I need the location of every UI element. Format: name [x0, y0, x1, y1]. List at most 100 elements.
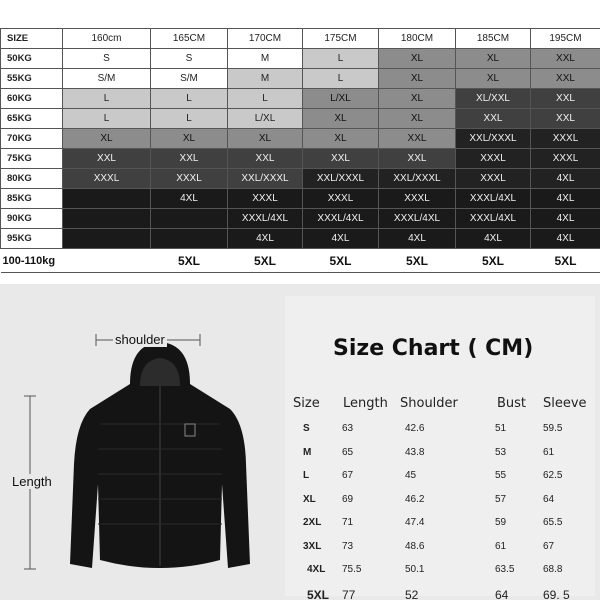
- weight-label: 50KG: [1, 49, 63, 69]
- size-label: L: [303, 470, 309, 481]
- measurement-value: 48.6: [405, 541, 424, 552]
- size-label: 3XL: [303, 541, 321, 552]
- size-cell: [63, 209, 151, 229]
- size-chart-title: Size Chart ( CM): [333, 336, 533, 361]
- size-cell: XXL: [151, 149, 228, 169]
- measurement-value: 73: [342, 541, 353, 552]
- size-cell: [63, 229, 151, 249]
- size-label: 5XL: [307, 588, 329, 602]
- size-cell: 5XL: [379, 249, 456, 273]
- weight-label: 65KG: [1, 109, 63, 129]
- height-header: 170CM: [228, 29, 303, 49]
- size-cell: XXL: [531, 49, 600, 69]
- size-cell: 4XL: [531, 229, 600, 249]
- size-cell: L: [303, 69, 379, 89]
- measurement-value: 61: [495, 541, 506, 552]
- size-cell: XL: [379, 109, 456, 129]
- weight-label: 100-110kg: [1, 249, 63, 273]
- height-header: 195CM: [531, 29, 600, 49]
- shoulder-label: shoulder: [113, 332, 167, 347]
- size-cell: L: [151, 89, 228, 109]
- size-cell: XXXL: [379, 189, 456, 209]
- size-cell: 4XL: [531, 169, 600, 189]
- size-cell: [151, 229, 228, 249]
- measurement-value: 61: [543, 447, 554, 458]
- size-cell: XXL: [303, 149, 379, 169]
- measurement-value: 53: [495, 447, 506, 458]
- weight-label: 75KG: [1, 149, 63, 169]
- size-cell: XXL: [63, 149, 151, 169]
- measurement-value: 52: [405, 588, 418, 602]
- size-cell: 4XL: [228, 229, 303, 249]
- measurement-value: 43.8: [405, 447, 424, 458]
- size-cell: XXXL/4XL: [379, 209, 456, 229]
- size-cell: XXXL: [531, 129, 600, 149]
- size-cell: XXXL: [151, 169, 228, 189]
- measurement-value: 65: [342, 447, 353, 458]
- size-cell: XL: [379, 49, 456, 69]
- column-header: Bust: [497, 396, 526, 411]
- size-cell: 4XL: [456, 229, 531, 249]
- column-header: Length: [343, 396, 388, 411]
- size-cell: 5XL: [456, 249, 531, 273]
- size-cell: L/XL: [228, 109, 303, 129]
- size-cell: L/XL: [303, 89, 379, 109]
- height-header: 185CM: [456, 29, 531, 49]
- size-cell: [63, 249, 151, 273]
- size-label: 4XL: [307, 564, 325, 575]
- size-cell: XXL/XXXL: [379, 169, 456, 189]
- size-header: SIZE: [1, 29, 63, 49]
- measurement-value: 67: [342, 470, 353, 481]
- size-label: XL: [303, 494, 316, 505]
- size-cell: XL: [303, 109, 379, 129]
- size-cell: 4XL: [531, 209, 600, 229]
- height-header: 165CM: [151, 29, 228, 49]
- weight-label: 85KG: [1, 189, 63, 209]
- size-cell: 4XL: [379, 229, 456, 249]
- size-cell: XXXL/4XL: [303, 209, 379, 229]
- size-cell: XXXL: [303, 189, 379, 209]
- size-cell: S/M: [63, 69, 151, 89]
- size-cell: XXXL: [456, 149, 531, 169]
- size-cell: L: [63, 89, 151, 109]
- measurement-value: 62.5: [543, 470, 562, 481]
- measurement-value: 47.4: [405, 517, 424, 528]
- size-cell: XXXL/4XL: [228, 209, 303, 229]
- weight-label: 55KG: [1, 69, 63, 89]
- column-header: Shoulder: [400, 396, 458, 411]
- size-cell: XL: [151, 129, 228, 149]
- measurement-value: 69. 5: [543, 588, 570, 602]
- size-label: M: [303, 447, 311, 458]
- measurement-value: 42.6: [405, 423, 424, 434]
- size-cell: XXXL/4XL: [456, 189, 531, 209]
- size-cell: XXXL/4XL: [456, 209, 531, 229]
- weight-label: 95KG: [1, 229, 63, 249]
- size-cell: M: [228, 69, 303, 89]
- size-cell: XXXL: [531, 149, 600, 169]
- weight-label: 60KG: [1, 89, 63, 109]
- measurement-value: 45: [405, 470, 416, 481]
- height-header: 160cm: [63, 29, 151, 49]
- measurement-value: 67: [543, 541, 554, 552]
- size-cell: XL: [63, 129, 151, 149]
- size-cell: XXXL: [228, 189, 303, 209]
- size-cell: XL: [456, 69, 531, 89]
- size-cell: XXXL: [63, 169, 151, 189]
- measurement-value: 51: [495, 423, 506, 434]
- measurement-value: 55: [495, 470, 506, 481]
- size-cell: 4XL: [151, 189, 228, 209]
- size-cell: L: [63, 109, 151, 129]
- size-cell: XXL: [531, 69, 600, 89]
- jacket-icon: [70, 342, 250, 568]
- measurement-value: 65.5: [543, 517, 562, 528]
- height-header: 180CM: [379, 29, 456, 49]
